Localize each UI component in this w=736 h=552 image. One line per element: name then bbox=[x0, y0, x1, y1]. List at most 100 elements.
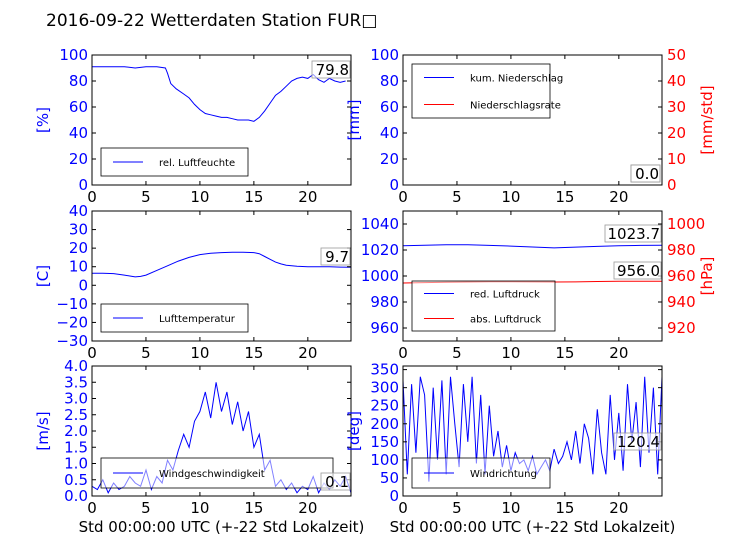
panel-precipitation: 0 5 10 15 20 0 20 40 60 80 100 [mm] 0 10 20 30 40 50 [mm/s… bbox=[345, 46, 716, 206]
legend-label: Niederschlagsrate bbox=[470, 101, 561, 112]
annotation-value: 0.1 bbox=[325, 473, 349, 491]
legend-label: red. Luftdruck bbox=[470, 290, 540, 301]
x-tick-label: 0 bbox=[398, 499, 408, 517]
y-axis-label: [mm] bbox=[345, 100, 363, 141]
annotation-value: 0.0 bbox=[635, 165, 659, 183]
y-tick-label: 100 bbox=[370, 46, 399, 64]
y-tick-label: 980 bbox=[370, 293, 399, 311]
y-tick-label: 80 bbox=[380, 72, 399, 90]
x-tick-label: 0 bbox=[398, 344, 408, 362]
annotation-box bbox=[630, 164, 661, 183]
x-tick-label: 15 bbox=[555, 344, 574, 362]
y-tick-label: 60 bbox=[380, 98, 399, 116]
panel-pressure: 0 5 10 15 20 960 980 1000 1020 1040 920 940 960 980 10… bbox=[361, 210, 716, 362]
y-right-tick-label: 980 bbox=[667, 241, 696, 259]
x-tick-label: 20 bbox=[609, 499, 628, 517]
x-tick-label: 0 bbox=[87, 344, 97, 362]
x-tick-label: 15 bbox=[244, 499, 263, 517]
annotation-box bbox=[320, 247, 351, 266]
annotation-value: 120.4 bbox=[617, 433, 660, 451]
y-tick-label: −20 bbox=[56, 313, 88, 331]
axes-frame bbox=[91, 210, 352, 342]
legend-label: Windrichtung bbox=[470, 469, 537, 480]
y-right-tick-label: 10 bbox=[667, 150, 686, 168]
y-tick-label: 2.0 bbox=[64, 422, 88, 440]
legend-label: kum. Niederschlag bbox=[470, 74, 563, 85]
figure-title: 2016-09-22 Wetterdaten Station FUR□ bbox=[46, 11, 377, 31]
x-tick-label: 5 bbox=[452, 344, 462, 362]
x-tick-label: 5 bbox=[452, 188, 462, 206]
annotation-box bbox=[604, 224, 662, 243]
y-tick-label: 10 bbox=[69, 258, 88, 276]
y-tick-label: 1.5 bbox=[64, 438, 88, 456]
y-tick-label: 960 bbox=[370, 319, 399, 337]
y-tick-label: 1.0 bbox=[64, 455, 88, 473]
x-tick-label: 20 bbox=[298, 499, 317, 517]
y-tick-label: 40 bbox=[380, 124, 399, 142]
x-tick-label: 0 bbox=[87, 499, 97, 517]
y-tick-label: 0 bbox=[389, 487, 399, 505]
y-tick-label: 60 bbox=[69, 98, 88, 116]
annotation-value: 79.8 bbox=[316, 61, 349, 79]
y-tick-label: 3.0 bbox=[64, 390, 88, 408]
y-right-tick-label: 1000 bbox=[667, 215, 705, 233]
x-axis-label: Std 00:00:00 UTC (+-22 Std Lokalzeit) bbox=[79, 518, 365, 536]
y-tick-label: 350 bbox=[370, 361, 399, 379]
x-tick-label: 10 bbox=[190, 499, 209, 517]
annotation-value: 956.0 bbox=[617, 262, 660, 280]
legend-label: Windgeschwindigkeit bbox=[159, 469, 265, 480]
y-tick-label: 1000 bbox=[361, 267, 399, 285]
y-axis-label: [C] bbox=[34, 265, 52, 287]
x-tick-label: 5 bbox=[452, 499, 462, 517]
y-tick-label: 1040 bbox=[361, 215, 399, 233]
y-tick-label: 150 bbox=[370, 433, 399, 451]
legend-box bbox=[411, 63, 551, 119]
panel-temperature: 0 5 10 15 20−30−20−10010203040[C]Lufttempera… bbox=[34, 202, 352, 362]
x-tick-label: 5 bbox=[141, 188, 151, 206]
y-tick-label: 2.5 bbox=[64, 406, 88, 424]
x-tick-label: 0 bbox=[398, 188, 408, 206]
x-tick-label: 10 bbox=[501, 499, 520, 517]
y-tick-label: 20 bbox=[380, 150, 399, 168]
x-tick-label: 15 bbox=[555, 188, 574, 206]
y-right-tick-label: 940 bbox=[667, 293, 696, 311]
x-tick-label: 10 bbox=[501, 188, 520, 206]
x-tick-label: 20 bbox=[298, 188, 317, 206]
x-tick-label: 0 bbox=[87, 188, 97, 206]
panel-humidity: 0 5 10 15 20 0 20 40 60 80 100 [%] rel. Luftfeuchte 7… bbox=[34, 46, 352, 206]
x-tick-label: 20 bbox=[609, 344, 628, 362]
y-right-axis-label: [mm/std] bbox=[698, 85, 716, 154]
legend-box bbox=[411, 280, 556, 332]
y-right-tick-label: 920 bbox=[667, 319, 696, 337]
legend-label: rel. Luftfeuchte bbox=[159, 158, 235, 169]
y-tick-label: −10 bbox=[56, 295, 88, 313]
legend-label: abs. Luftdruck bbox=[470, 315, 541, 326]
y-tick-label: 0 bbox=[78, 276, 88, 294]
x-axis-label: Std 00:00:00 UTC (+-22 Std Lokalzeit) bbox=[390, 518, 676, 536]
y-tick-label: 20 bbox=[69, 239, 88, 257]
y-tick-label: 4.0 bbox=[64, 357, 88, 375]
annotation-value: 1023.7 bbox=[608, 225, 661, 243]
y-tick-label: 0.5 bbox=[64, 471, 88, 489]
y-right-tick-label: 50 bbox=[667, 46, 686, 64]
y-tick-label: 40 bbox=[69, 124, 88, 142]
x-tick-label: 15 bbox=[555, 499, 574, 517]
y-right-axis-label: [hPa] bbox=[698, 257, 716, 296]
y-tick-label: 40 bbox=[69, 202, 88, 220]
x-tick-label: 10 bbox=[501, 344, 520, 362]
y-right-tick-label: 0 bbox=[667, 176, 677, 194]
annotation-box bbox=[613, 432, 662, 451]
series-line-temperature-0 bbox=[92, 251, 351, 278]
annotation-box bbox=[613, 261, 662, 280]
x-tick-label: 10 bbox=[190, 188, 209, 206]
annotation-value: 9.7 bbox=[325, 248, 349, 266]
y-right-tick-label: 30 bbox=[667, 98, 686, 116]
series-line-humidity-0 bbox=[92, 66, 346, 122]
axes-frame bbox=[402, 54, 663, 186]
y-tick-label: 20 bbox=[69, 150, 88, 168]
x-tick-label: 10 bbox=[190, 344, 209, 362]
x-tick-label: 5 bbox=[141, 344, 151, 362]
y-right-tick-label: 20 bbox=[667, 124, 686, 142]
